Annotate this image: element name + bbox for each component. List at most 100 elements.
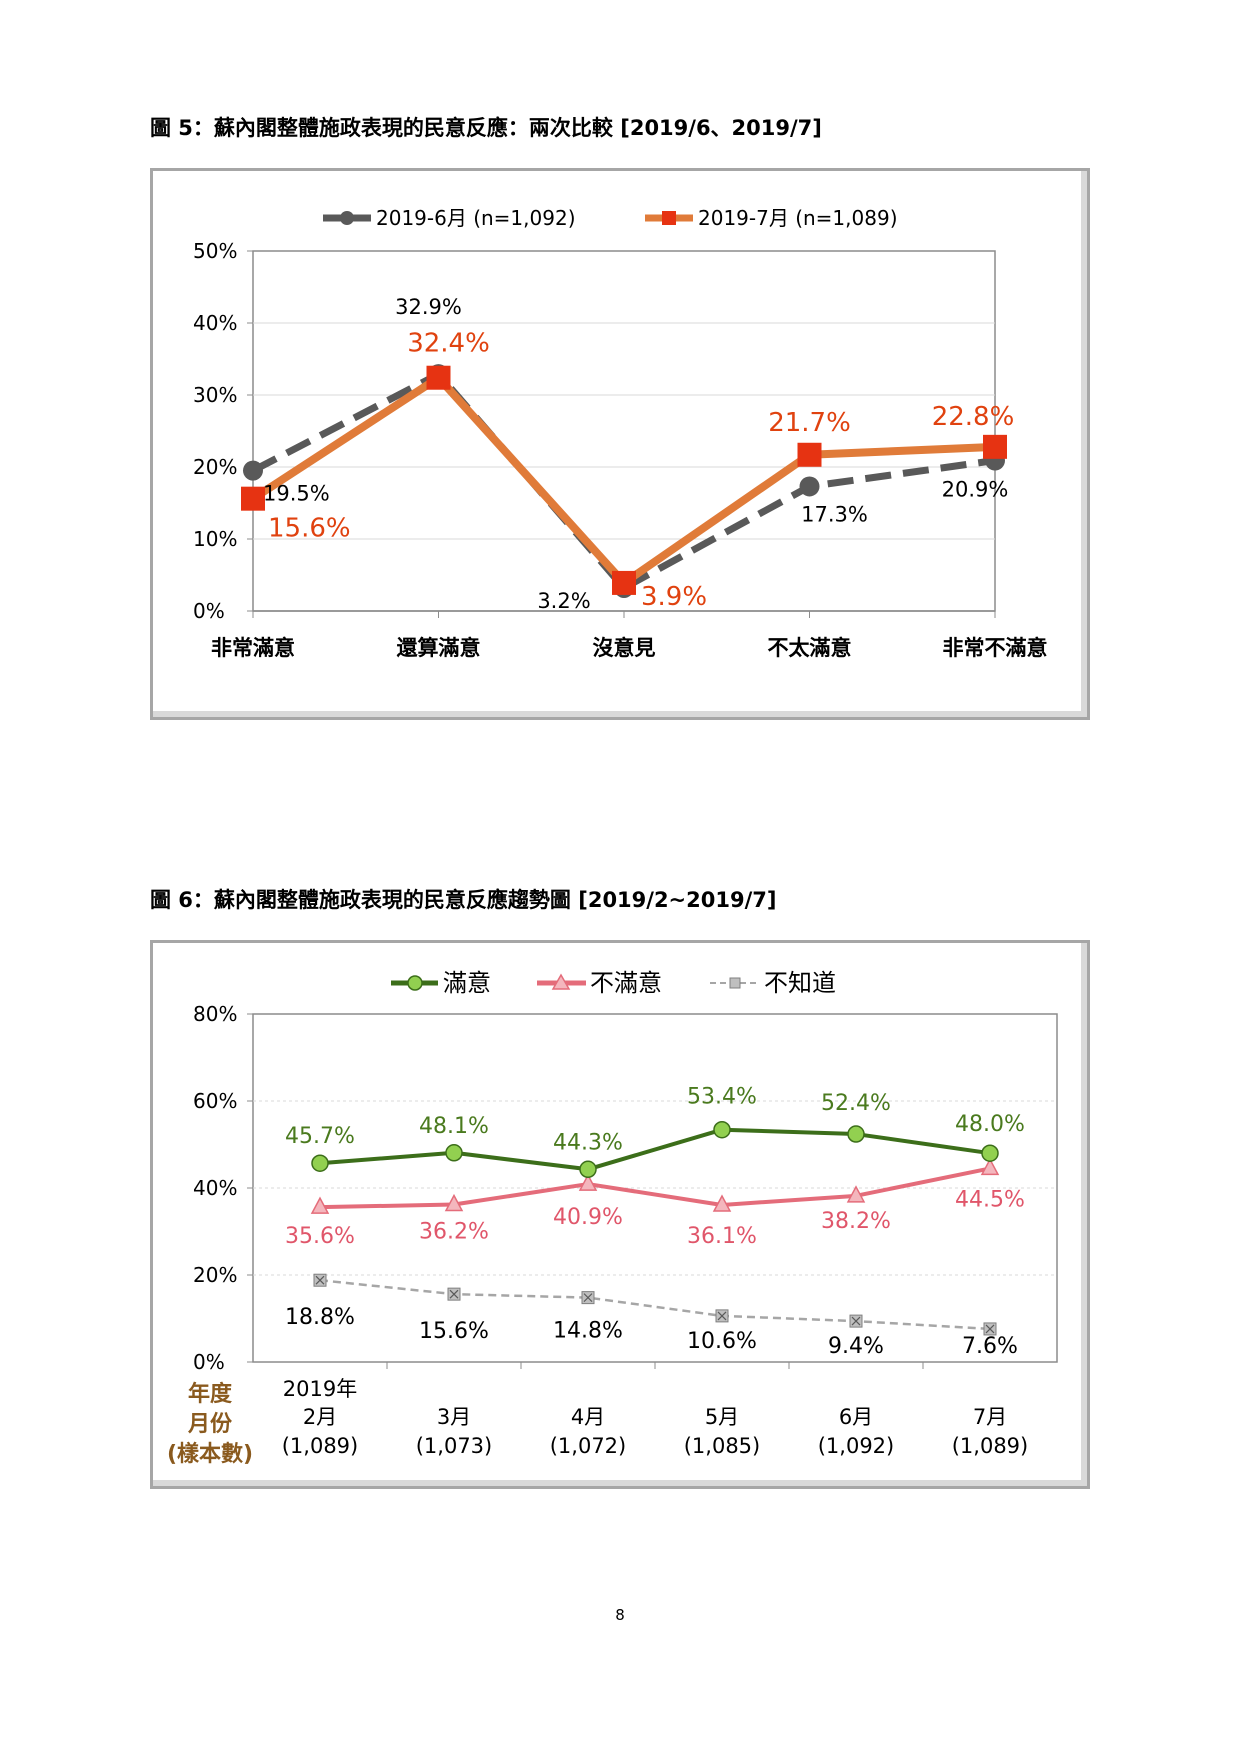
x-sample-size: (1,089): [952, 1434, 1029, 1458]
x-tick-label: 6月: [839, 1405, 873, 1429]
data-label-satisfied: 53.4%: [687, 1085, 757, 1110]
data-label-dissatisfied: 36.1%: [687, 1224, 757, 1249]
x-sample-size: (1,085): [684, 1434, 761, 1458]
figure5-caption: 圖 5：蘇內閣整體施政表現的民意反應：兩次比較 [2019/6、2019/7]: [150, 116, 822, 140]
y-tick-label: 10%: [193, 527, 237, 551]
x-sample-size: (1,089): [282, 1434, 359, 1458]
figure5-chart: 0% 10% 20% 30% 40% 50% 非常滿意 還算滿意 沒意見 不太滿意 非常不滿意 201…: [193, 206, 1048, 660]
point-2019-6: [799, 476, 820, 497]
x-tick-label: 不太滿意: [768, 636, 852, 660]
x-sample-size: (1,092): [818, 1434, 895, 1458]
point-2019-7: [241, 486, 265, 511]
data-label-dissatisfied: 44.5%: [955, 1187, 1025, 1212]
point-dissatisfied: [980, 1157, 1000, 1176]
data-label-unknown: 9.4%: [828, 1334, 884, 1359]
data-label-satisfied: 44.3%: [553, 1130, 623, 1155]
point-unknown-cross: [717, 1311, 727, 1321]
y-tick-label: 20%: [193, 455, 237, 479]
data-label-satisfied: 52.4%: [821, 1091, 891, 1116]
x-sample-size: (1,072): [550, 1434, 627, 1458]
data-label-unknown: 18.8%: [285, 1305, 355, 1330]
series-line-unknown: [319, 1278, 991, 1331]
series-line-2019-6: [251, 369, 996, 593]
point-satisfied: [579, 1160, 597, 1179]
point-dissatisfied: [578, 1173, 598, 1191]
data-label-2019-7: 3.9%: [641, 582, 707, 612]
figure6-chart: 0% 20% 40% 60% 80% 2019年 2月 (1,089) 3月 (1,073) 4月 (…: [167, 969, 1058, 1467]
figure6-chart-frame: 0% 20% 40% 60% 80% 2019年 2月 (1,089) 3月 (1,073) 4月 (…: [150, 940, 1090, 1489]
x-tick-label: 非常滿意: [211, 636, 295, 660]
data-label-2019-7: 21.7%: [768, 408, 851, 438]
figure5-chart-frame: 0% 10% 20% 30% 40% 50% 非常滿意 還算滿意 沒意見 不太滿意 非常不滿意 201…: [150, 168, 1090, 720]
point-2019-6: [243, 460, 263, 481]
point-satisfied: [847, 1125, 865, 1143]
point-satisfied: [981, 1144, 999, 1162]
data-label-2019-6: 20.9%: [942, 478, 1009, 502]
x-tick-label: 沒意見: [593, 636, 656, 660]
x-axis-legend-label: 年度: [188, 1381, 233, 1407]
x-sample-size: (1,073): [416, 1434, 493, 1458]
data-label-2019-7: 22.8%: [932, 402, 1015, 432]
x-tick-label: 5月: [705, 1405, 739, 1429]
x-tick-label: 7月: [973, 1405, 1007, 1429]
series-line-dissatisfied: [319, 1166, 991, 1210]
point-dissatisfied: [712, 1194, 732, 1212]
legend-marker-unknown: [729, 977, 741, 989]
data-label-2019-7: 32.4%: [407, 329, 490, 359]
x-tick-label: 2月: [303, 1405, 337, 1429]
plot-area: [252, 250, 996, 612]
y-tick-label: 30%: [193, 383, 237, 407]
y-tick-label: 0%: [193, 1350, 225, 1374]
x-tick-label: 3月: [437, 1405, 471, 1429]
x-tick-label: 非常不滿意: [943, 636, 1048, 660]
data-label-dissatisfied: 35.6%: [285, 1224, 355, 1249]
y-tick-label: 40%: [193, 311, 237, 335]
figure6-caption: 圖 6：蘇內閣整體施政表現的民意反應趨勢圖 [2019/2~2019/7]: [150, 888, 777, 912]
data-label-dissatisfied: 36.2%: [419, 1220, 489, 1245]
point-unknown-cross: [851, 1316, 861, 1326]
x-tick-label: 4月: [571, 1405, 605, 1429]
data-label-dissatisfied: 40.9%: [553, 1205, 623, 1230]
data-label-satisfied: 48.1%: [419, 1114, 489, 1139]
data-label-dissatisfied: 38.2%: [821, 1209, 891, 1234]
point-dissatisfied: [444, 1193, 464, 1212]
point-2019-7: [983, 434, 1007, 459]
point-2019-7: [426, 365, 451, 390]
point-satisfied: [713, 1120, 731, 1139]
legend-label-dissatisfied: 不滿意: [590, 969, 662, 997]
point-satisfied: [445, 1144, 463, 1162]
data-label-satisfied: 45.7%: [285, 1124, 355, 1149]
y-tick-label: 50%: [193, 239, 237, 263]
legend-marker-2019-6: [340, 211, 354, 225]
point-satisfied: [311, 1154, 329, 1172]
data-label-2019-7: 15.6%: [268, 514, 351, 544]
point-dissatisfied: [846, 1185, 866, 1203]
data-label-unknown: 15.6%: [419, 1319, 489, 1344]
y-tick-label: 0%: [193, 599, 225, 623]
legend-marker-satisfied: [407, 975, 423, 991]
data-label-2019-6: 17.3%: [801, 502, 868, 526]
data-label-unknown: 14.8%: [553, 1319, 623, 1344]
data-label-satisfied: 48.0%: [955, 1112, 1025, 1137]
x-axis-legend-label: 月份: [187, 1412, 233, 1437]
legend-marker-2019-7: [662, 211, 676, 225]
legend-label-satisfied: 滿意: [443, 969, 491, 997]
legend-label-2019-6: 2019-6月 (n=1,092): [376, 206, 576, 230]
legend-label-2019-7: 2019-7月 (n=1,089): [698, 206, 898, 230]
x-year-label: 2019年: [283, 1377, 357, 1401]
data-label-unknown: 7.6%: [962, 1334, 1018, 1359]
data-label-2019-6: 19.5%: [263, 482, 330, 506]
legend-label-unknown: 不知道: [764, 969, 836, 997]
page-number: 8: [615, 1606, 625, 1624]
legend-marker-dissatisfied: [551, 973, 571, 990]
y-tick-label: 60%: [193, 1089, 237, 1113]
point-dissatisfied: [310, 1196, 330, 1214]
point-unknown-cross: [583, 1293, 593, 1303]
x-axis-legend-label: (樣本數): [167, 1441, 253, 1467]
y-tick-label: 20%: [193, 1263, 237, 1287]
point-unknown-cross: [449, 1289, 459, 1299]
point-2019-7: [797, 442, 822, 467]
y-tick-label: 40%: [193, 1176, 237, 1200]
point-2019-7: [612, 570, 636, 595]
series-line-satisfied: [319, 1127, 991, 1172]
